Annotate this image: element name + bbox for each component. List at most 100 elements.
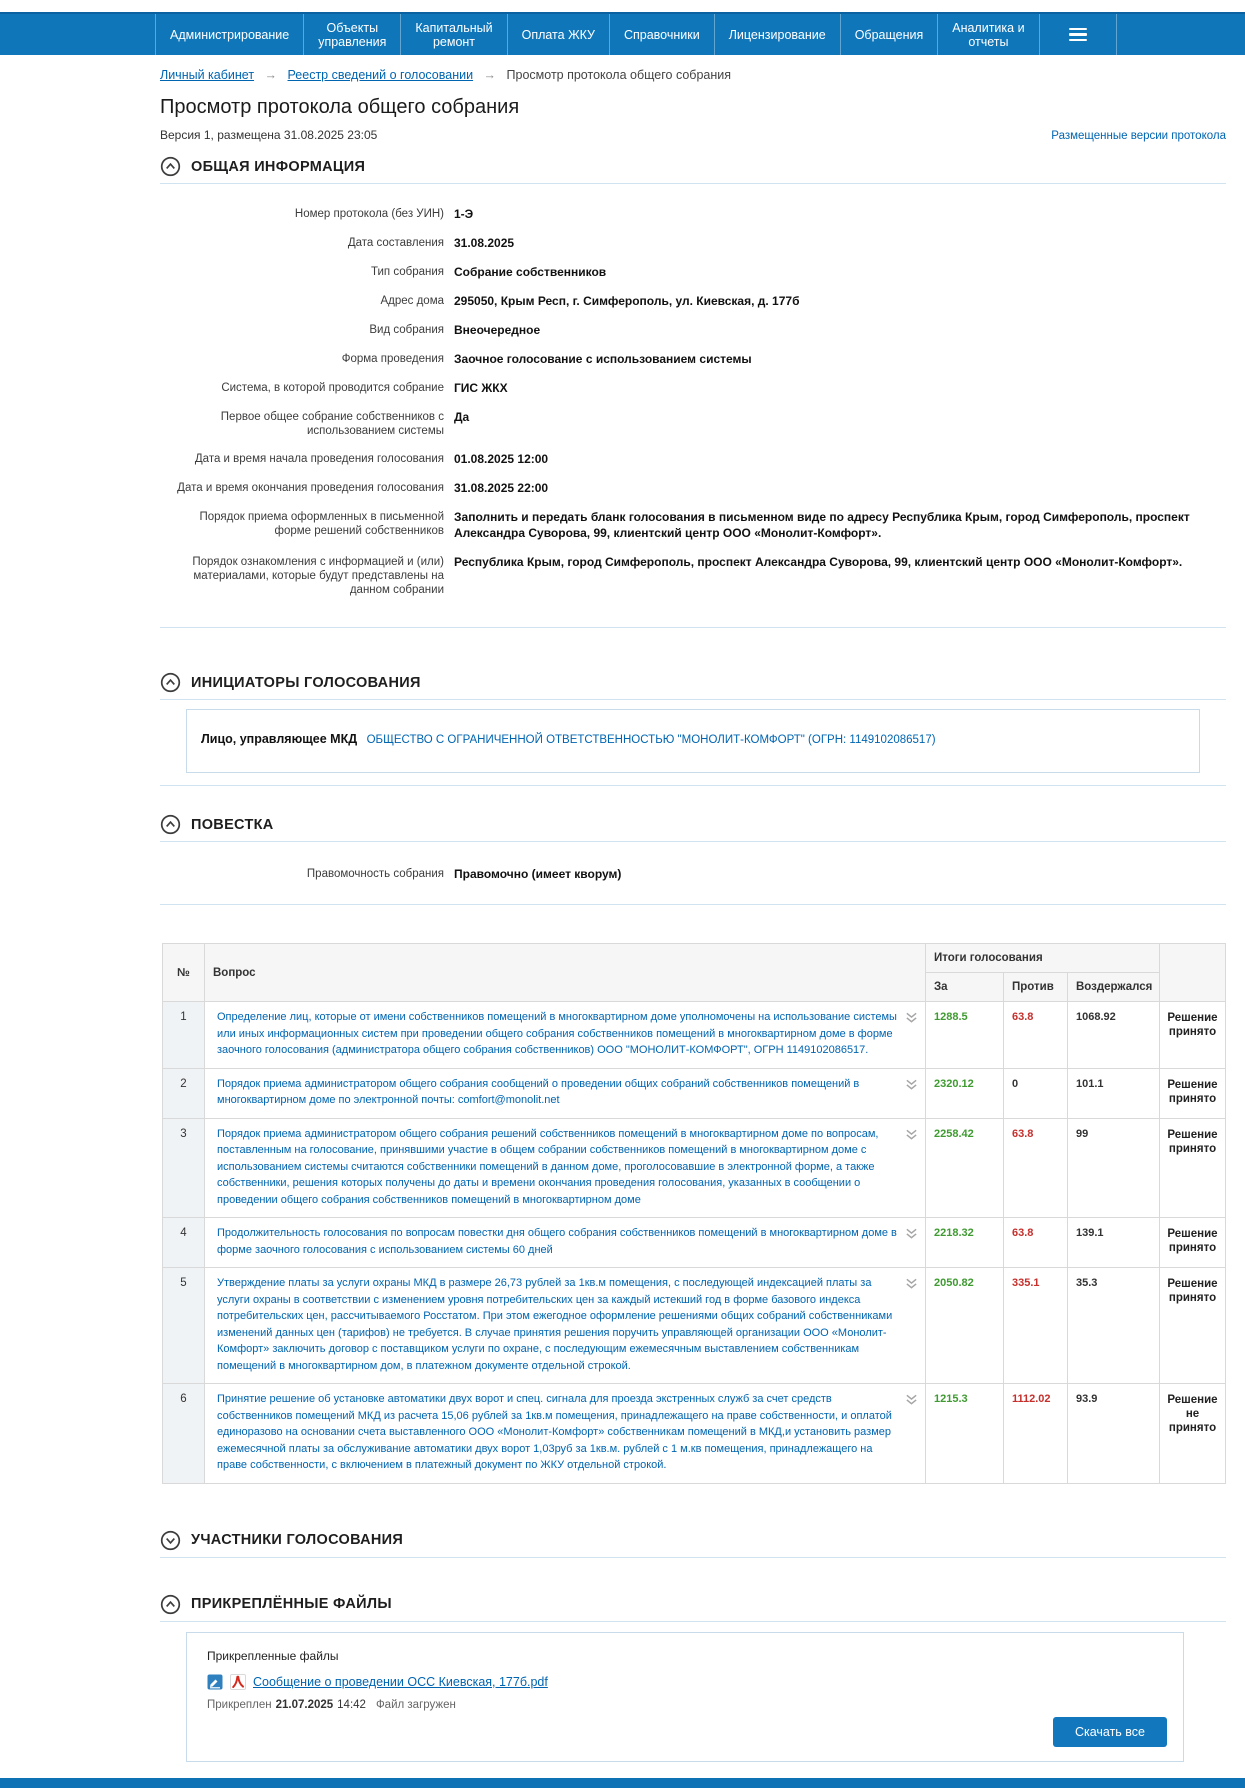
field-label: Адрес дома — [380, 295, 444, 307]
hamburger-menu-icon[interactable] — [1038, 14, 1117, 55]
file-row: Сообщение о проведении ОСС Киевская, 177… — [207, 1673, 1163, 1690]
section-agenda-toggle[interactable]: ПОВЕСТКА — [160, 814, 1226, 835]
table-row: 1 Определение лиц, которые от имени собс… — [162, 1001, 1226, 1069]
votes-for: 2218.32 — [924, 1217, 1004, 1268]
expand-chevrons-icon[interactable] — [905, 1277, 918, 1293]
page-content: Личный кабинет → Реестр сведений о голос… — [160, 68, 1226, 1762]
download-all-button[interactable]: Скачать все — [1052, 1716, 1167, 1747]
field-value-system: ГИС ЖКХ — [454, 381, 508, 395]
breadcrumb: Личный кабинет → Реестр сведений о голос… — [160, 68, 1226, 82]
nav-item-payment[interactable]: Оплата ЖКУ — [506, 14, 609, 55]
field-label: Дата и время окончания проведения голосо… — [177, 482, 444, 494]
attached-date: 21.07.2025 — [275, 1698, 334, 1711]
expand-chevrons-icon[interactable] — [905, 1078, 918, 1094]
section-participants-toggle[interactable]: УЧАСТНИКИ ГОЛОСОВАНИЯ — [160, 1530, 1226, 1551]
column-header-against: Против — [1002, 972, 1068, 1002]
initiator-organization-link[interactable]: ОБЩЕСТВО С ОГРАНИЧЕННОЙ ОТВЕТСТВЕННОСТЬЮ… — [366, 734, 936, 746]
votes-against: 63.8 — [1002, 1001, 1068, 1069]
field-value-house-address: 295050, Крым Респ, г. Симферополь, ул. К… — [454, 294, 800, 308]
divider — [160, 785, 1226, 786]
question-link[interactable]: Утверждение платы за услуги охраны МКД в… — [217, 1277, 893, 1372]
field-label: Форма проведения — [341, 353, 444, 365]
divider — [160, 183, 1226, 184]
question-link[interactable]: Определение лиц, которые от имени собств… — [217, 1011, 897, 1056]
nav-item-management-objects[interactable]: Объекты управления — [303, 14, 400, 55]
column-header-results: Итоги голосования — [924, 943, 1161, 973]
attached-time: 14:42 — [337, 1698, 366, 1711]
row-number: 1 — [162, 1001, 205, 1069]
section-files-toggle[interactable]: ПРИКРЕПЛЁННЫЕ ФАЙЛЫ — [160, 1594, 1226, 1615]
question-link[interactable]: Принятие решение об установке автоматики… — [217, 1393, 892, 1471]
attached-file-link[interactable]: Сообщение о проведении ОСС Киевская, 177… — [253, 1674, 548, 1689]
field-label: Вид собрания — [369, 324, 444, 336]
section-general-info-toggle[interactable]: ОБЩАЯ ИНФОРМАЦИЯ — [160, 156, 1226, 177]
main-nav: Администрирование Объекты управления Кап… — [0, 12, 1245, 55]
expand-chevrons-icon[interactable] — [905, 1227, 918, 1243]
nav-item-directories[interactable]: Справочники — [608, 14, 714, 55]
divider — [160, 627, 1226, 628]
field-label: Дата и время начала проведения голосован… — [194, 453, 444, 465]
votes-abstained: 93.9 — [1066, 1383, 1161, 1484]
nav-item-licensing[interactable]: Лицензирование — [713, 14, 840, 55]
divider — [160, 841, 1226, 842]
votes-for: 2258.42 — [924, 1117, 1004, 1218]
protocol-versions-link[interactable]: Размещенные версии протокола — [1051, 130, 1226, 142]
divider — [160, 1556, 1226, 1558]
breadcrumb-link-voting-registry[interactable]: Реестр сведений о голосовании — [287, 68, 474, 82]
page-title: Просмотр протокола общего собрания — [160, 96, 520, 118]
question-link[interactable]: Продолжительность голосования по вопроса… — [217, 1227, 897, 1256]
field-value-protocol-number: 1-Э — [454, 207, 474, 221]
legitimacy-label: Правомочность собрания — [306, 868, 444, 880]
expand-chevrons-icon[interactable] — [905, 1011, 918, 1027]
row-number: 3 — [162, 1117, 205, 1218]
field-value-compile-date: 31.08.2025 — [454, 236, 515, 250]
top-strip — [0, 0, 1245, 12]
column-header-question: Вопрос — [204, 943, 926, 1002]
section-title-general: ОБЩАЯ ИНФОРМАЦИЯ — [191, 158, 366, 175]
nav-item-capital-repair[interactable]: Капитальный ремонт — [400, 14, 506, 55]
footer-bar — [0, 1778, 1245, 1788]
field-label: Порядок приема оформленных в письменной … — [199, 511, 444, 537]
table-row: 4 Продолжительность голосования по вопро… — [162, 1217, 1226, 1268]
question-link[interactable]: Порядок приема администратором общего со… — [217, 1077, 860, 1107]
section-initiators-toggle[interactable]: ИНИЦИАТОРЫ ГОЛОСОВАНИЯ — [160, 672, 1226, 693]
field-label: Номер протокола (без УИН) — [294, 208, 444, 220]
nav-item-administration[interactable]: Администрирование — [155, 14, 303, 55]
field-label: Первое общее собрание собственников с ис… — [220, 411, 444, 437]
votes-abstained: 35.3 — [1066, 1267, 1161, 1384]
field-value-meeting-type: Собрание собственников — [454, 265, 607, 279]
column-header-abstained: Воздержался — [1066, 972, 1161, 1002]
table-row: 6 Принятие решение об установке автомати… — [162, 1383, 1226, 1484]
signature-icon — [207, 1674, 223, 1689]
row-number: 5 — [162, 1267, 205, 1384]
collapse-up-icon — [160, 1594, 181, 1614]
field-value-first-meeting: Да — [454, 410, 470, 424]
breadcrumb-separator: → — [264, 68, 278, 82]
legitimacy-value: Правомочно (имеет кворум) — [454, 867, 622, 881]
nav-item-analytics[interactable]: Аналитика и отчеты — [937, 14, 1038, 55]
expand-chevrons-icon[interactable] — [905, 1128, 918, 1144]
section-title-participants: УЧАСТНИКИ ГОЛОСОВАНИЯ — [191, 1532, 404, 1548]
decision-status: Решение принято — [1159, 1001, 1226, 1069]
votes-against: 335.1 — [1002, 1267, 1068, 1384]
file-status: Файл загружен — [375, 1698, 456, 1711]
decision-status: Решение принято — [1159, 1117, 1226, 1218]
version-info: Версия 1, размещена 31.08.2025 23:05 — [160, 128, 378, 142]
votes-for: 2050.82 — [924, 1267, 1004, 1384]
question-link[interactable]: Порядок приема администратором общего со… — [217, 1127, 879, 1206]
field-value-meeting-kind: Внеочередное — [454, 323, 541, 337]
table-row: 5 Утверждение платы за услуги охраны МКД… — [162, 1267, 1226, 1384]
section-title-initiators: ИНИЦИАТОРЫ ГОЛОСОВАНИЯ — [191, 674, 421, 691]
decision-status: Решение принято — [1159, 1267, 1226, 1384]
row-number: 2 — [162, 1067, 205, 1119]
breadcrumb-link-personal-cabinet[interactable]: Личный кабинет — [160, 68, 255, 82]
votes-against: 1112.02 — [1002, 1383, 1068, 1484]
expand-chevrons-icon[interactable] — [905, 1393, 918, 1409]
field-value-start-datetime: 01.08.2025 12:00 — [454, 452, 549, 466]
votes-for: 1288.5 — [924, 1001, 1004, 1069]
attached-files-label: Прикрепленные файлы — [207, 1648, 339, 1663]
column-header-for: За — [924, 972, 1004, 1002]
nav-item-appeals[interactable]: Обращения — [839, 14, 938, 55]
row-number: 4 — [162, 1217, 205, 1268]
collapse-down-icon — [160, 1530, 181, 1550]
